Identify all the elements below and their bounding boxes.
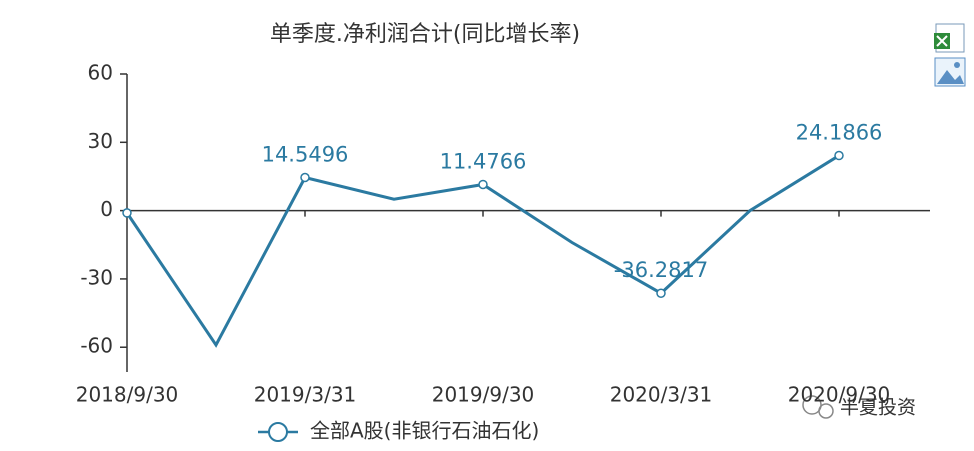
icon-x[interactable] xyxy=(936,35,948,47)
watermark-icon xyxy=(802,395,822,415)
y-tick-label: 0 xyxy=(100,197,113,221)
x-tick-label: 2019/3/31 xyxy=(254,383,357,407)
data-point xyxy=(656,288,666,298)
watermark-icon xyxy=(818,403,834,419)
y-tick-label: 30 xyxy=(88,129,113,153)
data-label: 14.5496 xyxy=(262,142,349,166)
data-point xyxy=(834,150,844,161)
data-point xyxy=(478,179,488,190)
data-point xyxy=(122,208,132,218)
chart-title: 单季度.净利润合计(同比增长率) xyxy=(270,22,580,47)
x-tick-label: 2020/3/31 xyxy=(610,383,713,407)
y-tick-label: 60 xyxy=(88,61,113,85)
data-label: -36.2817 xyxy=(614,258,708,282)
image-icon[interactable] xyxy=(934,57,966,87)
icon-sun[interactable] xyxy=(954,62,960,68)
x-tick-label: 2020/9/30 xyxy=(788,383,891,407)
watermark-text: 半夏投资 xyxy=(840,397,916,419)
excel-icon[interactable] xyxy=(934,23,965,53)
legend-marker xyxy=(268,422,288,442)
icon-mountain[interactable] xyxy=(937,70,964,84)
y-tick-label: -60 xyxy=(80,334,113,358)
x-tick-label: 2019/9/30 xyxy=(432,383,535,407)
legend-label: 全部A股(非银行石油石化) xyxy=(310,419,539,443)
data-label: 11.4766 xyxy=(440,149,527,173)
watermark: 半夏投资 xyxy=(802,395,916,419)
data-label: 24.1866 xyxy=(796,121,883,145)
x-tick-label: 2018/9/30 xyxy=(76,383,179,407)
data-point xyxy=(300,172,310,183)
y-tick-label: -30 xyxy=(80,265,113,289)
